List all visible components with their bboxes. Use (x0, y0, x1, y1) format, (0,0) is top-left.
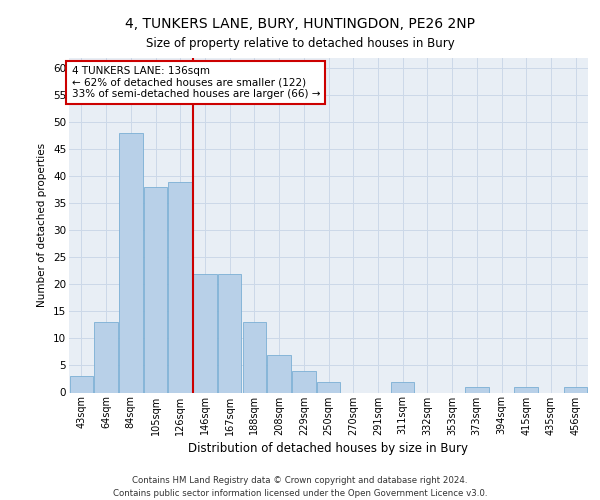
Bar (292, 371, 316, 392)
Bar (465, 387, 488, 392)
Bar (169, 182, 192, 392)
Bar (119, 133, 143, 392)
X-axis label: Distribution of detached houses by size in Bury: Distribution of detached houses by size … (188, 442, 469, 454)
Bar (218, 274, 241, 392)
Text: 4, TUNKERS LANE, BURY, HUNTINGDON, PE26 2NP: 4, TUNKERS LANE, BURY, HUNTINGDON, PE26 … (125, 18, 475, 32)
Bar (268, 354, 291, 393)
Text: Size of property relative to detached houses in Bury: Size of property relative to detached ho… (146, 38, 454, 51)
Bar (391, 382, 415, 392)
Text: 4 TUNKERS LANE: 136sqm
← 62% of detached houses are smaller (122)
33% of semi-de: 4 TUNKERS LANE: 136sqm ← 62% of detached… (71, 66, 320, 99)
Text: Contains HM Land Registry data © Crown copyright and database right 2024.
Contai: Contains HM Land Registry data © Crown c… (113, 476, 487, 498)
Bar (70, 376, 93, 392)
Bar (564, 387, 587, 392)
Bar (94, 322, 118, 392)
Bar (242, 322, 266, 392)
Bar (317, 382, 340, 392)
Bar (514, 387, 538, 392)
Y-axis label: Number of detached properties: Number of detached properties (37, 143, 47, 307)
Bar (193, 274, 217, 392)
Bar (144, 187, 167, 392)
